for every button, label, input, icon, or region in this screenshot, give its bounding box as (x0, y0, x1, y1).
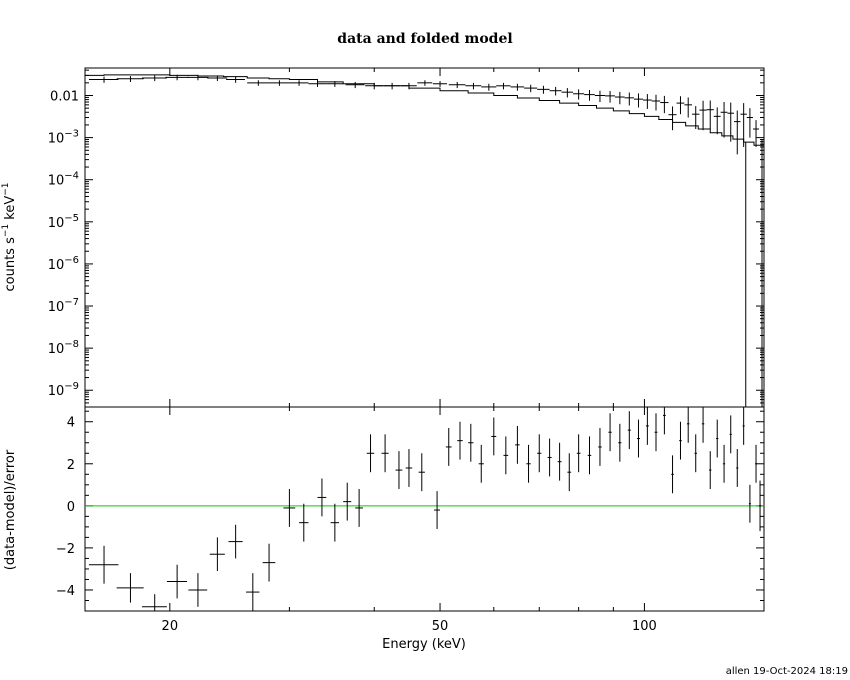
y-tick-label: 10−5 (48, 213, 79, 231)
y-tick-label: 10−4 (48, 171, 79, 189)
bottom-y-axis-label: (data-model)/error (3, 449, 18, 570)
footer-stamp: allen 19-Oct-2024 18:19 (726, 666, 848, 677)
chart-title: data and folded model (337, 31, 512, 47)
x-tick-label: 100 (632, 619, 657, 634)
top-y-axis-label: counts s−1 keV−1 (1, 182, 18, 291)
y-tick-label: 2 (67, 458, 75, 473)
y-tick-label: 10−8 (48, 339, 79, 357)
y-tick-label: 10−7 (48, 297, 79, 315)
top-panel: 0.01 10−3 10−4 10−5 10−6 10−7 10−8 10−9 (48, 67, 765, 408)
top-plot-frame (84, 67, 765, 408)
model-line (85, 74, 764, 146)
bottom-panel: −4 −2 0 2 4 20 50 100 (56, 406, 765, 634)
y-tick-label: 4 (67, 416, 75, 431)
x-axis-label: Energy (keV) (382, 637, 466, 652)
bottom-plot-frame (84, 406, 765, 612)
y-tick-label: 0 (67, 500, 75, 515)
x-tick-label: 20 (162, 619, 179, 634)
y-tick-label: −4 (56, 584, 75, 599)
y-tick-label: 10−9 (48, 381, 79, 399)
x-tick-label: 50 (432, 619, 449, 634)
y-tick-label: −2 (56, 542, 75, 557)
y-tick-label: 10−3 (48, 129, 79, 147)
y-tick-label: 0.01 (50, 90, 79, 105)
y-tick-label: 10−6 (48, 255, 79, 273)
